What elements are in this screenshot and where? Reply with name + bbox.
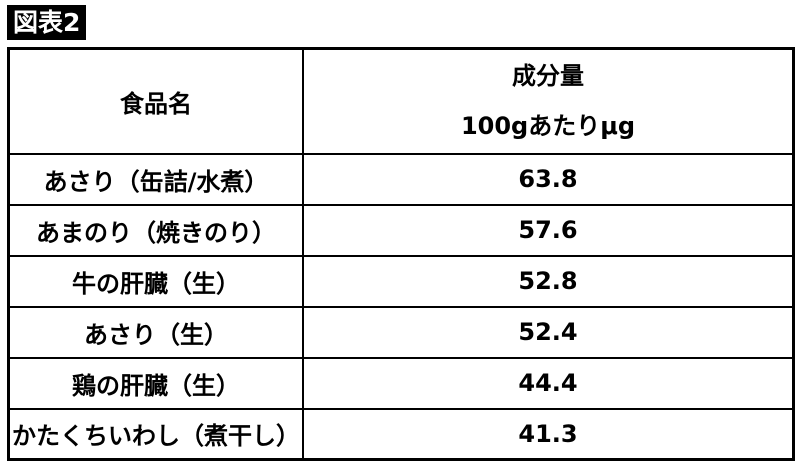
header-amount-unit: 100gあたりμg [460,112,636,141]
food-cell: あさり（缶詰/水煮） [7,152,304,206]
data-table: 食品名 成分量 100gあたりμg あさり（缶詰/水煮） 63.8 あまのり（焼… [7,47,795,461]
figure-label: 図表2 [7,5,87,40]
value-cell: 63.8 [302,152,795,206]
value-cell: 52.8 [302,254,795,308]
food-cell: 鶏の肝臓（生） [7,356,304,410]
header-row: 食品名 成分量 100gあたりμg [7,47,795,155]
table-row: かたくちいわし（煮干し） 41.3 [7,407,795,461]
header-amount: 成分量 100gあたりμg [302,47,795,155]
table-row: あまのり（焼きのり） 57.6 [7,203,795,257]
table-row: あさり（缶詰/水煮） 63.8 [7,152,795,206]
food-cell: あさり（生） [7,305,304,359]
header-food-name: 食品名 [7,47,304,155]
table-row: 牛の肝臓（生） 52.8 [7,254,795,308]
value-cell: 44.4 [302,356,795,410]
food-cell: あまのり（焼きのり） [7,203,304,257]
value-cell: 52.4 [302,305,795,359]
table-row: あさり（生） 52.4 [7,305,795,359]
value-cell: 57.6 [302,203,795,257]
header-amount-title: 成分量 [512,62,584,91]
value-cell: 41.3 [302,407,795,461]
food-cell: かたくちいわし（煮干し） [7,407,304,461]
food-cell: 牛の肝臓（生） [7,254,304,308]
table-row: 鶏の肝臓（生） 44.4 [7,356,795,410]
